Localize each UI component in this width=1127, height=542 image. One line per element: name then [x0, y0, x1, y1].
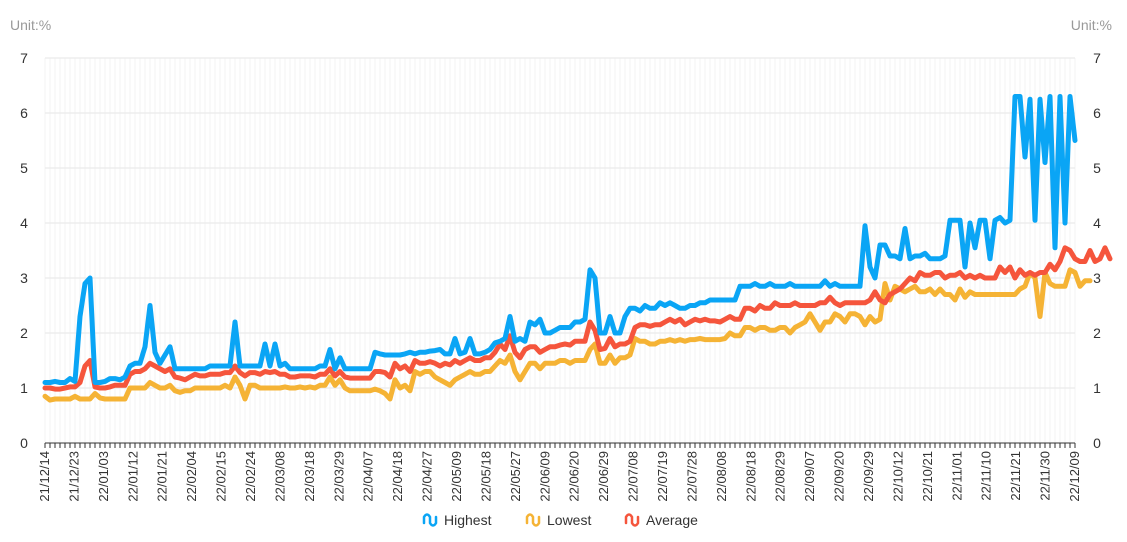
y-tick-label-right: 3 [1093, 270, 1101, 286]
left-y-axis-ticks: 0 1 2 3 4 5 6 7 [20, 50, 28, 451]
y-tick-label-right: 0 [1093, 435, 1101, 451]
legend-highest-icon [422, 513, 438, 527]
x-tick-label: 21/12/14 [37, 451, 52, 502]
legend-lowest-label: Lowest [547, 512, 591, 528]
right-y-axis-ticks: 0 1 2 3 4 5 6 7 [1093, 50, 1101, 451]
x-tick-label: 22/05/09 [449, 451, 464, 502]
y-tick-label-left: 5 [20, 160, 28, 176]
x-tick-label: 22/05/18 [478, 451, 493, 502]
x-tick-label: 22/08/18 [743, 451, 758, 502]
x-tick-label: 22/06/29 [596, 451, 611, 502]
x-tick-label: 22/02/24 [243, 451, 258, 502]
x-tick-label: 22/03/18 [302, 451, 317, 502]
y-tick-label-left: 3 [20, 270, 28, 286]
x-axis-ticks: 21/12/14 21/12/23 22/01/03 22/01/12 22/01/21… [37, 443, 1082, 502]
x-tick-label: 22/04/18 [390, 451, 405, 502]
series-line-highest [42, 94, 1078, 385]
x-tick-label: 22/04/27 [420, 451, 435, 502]
series-line-lowest [42, 267, 1093, 403]
y-tick-label-left: 6 [20, 105, 28, 121]
x-tick-label: 22/10/21 [920, 451, 935, 502]
x-tick-label: 21/12/23 [66, 451, 81, 502]
x-tick-label: 22/10/12 [890, 451, 905, 502]
y-tick-label-right: 4 [1093, 215, 1101, 231]
x-tick-label: 22/09/20 [832, 451, 847, 502]
y-tick-label-left: 4 [20, 215, 28, 231]
left-unit-label: Unit:% [10, 17, 51, 33]
y-tick-label-right: 5 [1093, 160, 1101, 176]
x-tick-label: 22/08/29 [773, 451, 788, 502]
x-tick-label: 22/03/29 [331, 451, 346, 502]
x-tick-label: 22/09/07 [802, 451, 817, 502]
x-tick-label: 22/03/08 [272, 451, 287, 502]
legend-highest-label: Highest [444, 512, 492, 528]
y-tick-label-left: 2 [20, 325, 28, 341]
x-tick-label: 22/02/04 [184, 451, 199, 502]
y-tick-label-right: 6 [1093, 105, 1101, 121]
x-tick-label: 22/01/12 [125, 451, 140, 502]
x-tick-label: 22/07/19 [655, 451, 670, 502]
y-tick-label-left: 0 [20, 435, 28, 451]
vertical-gridlines [44, 58, 1076, 443]
x-tick-label: 22/11/01 [949, 451, 964, 501]
x-tick-label: 22/11/30 [1038, 451, 1053, 501]
x-tick-label: 22/05/27 [508, 451, 523, 502]
x-tick-label: 22/11/10 [979, 451, 994, 501]
y-tick-label-right: 7 [1093, 50, 1101, 66]
x-tick-label: 22/07/28 [684, 451, 699, 502]
x-tick-label: 22/02/15 [214, 451, 229, 502]
series-line-average [42, 245, 1113, 392]
series-lines [42, 94, 1113, 403]
y-tick-label-left: 7 [20, 50, 28, 66]
x-tick-label: 22/06/20 [567, 451, 582, 502]
x-tick-label: 22/09/29 [861, 451, 876, 502]
x-tick-label: 22/12/09 [1067, 451, 1082, 502]
x-tick-label: 22/11/21 [1008, 451, 1023, 501]
right-unit-label: Unit:% [1071, 17, 1112, 33]
legend-lowest-icon [525, 513, 541, 527]
legend-average-label: Average [646, 512, 698, 528]
y-tick-label-right: 1 [1093, 380, 1101, 396]
x-tick-label: 22/07/08 [626, 451, 641, 502]
x-tick-label: 22/06/09 [537, 451, 552, 502]
x-tick-label: 22/08/08 [714, 451, 729, 502]
y-tick-label-left: 1 [20, 380, 28, 396]
legend-average-icon [624, 513, 640, 527]
x-tick-label: 22/01/03 [96, 451, 111, 502]
x-tick-label: 22/01/21 [155, 451, 170, 502]
y-tick-label-right: 2 [1093, 325, 1101, 341]
legend: Highest Lowest Average [422, 512, 698, 528]
x-tick-label: 22/04/07 [361, 451, 376, 502]
